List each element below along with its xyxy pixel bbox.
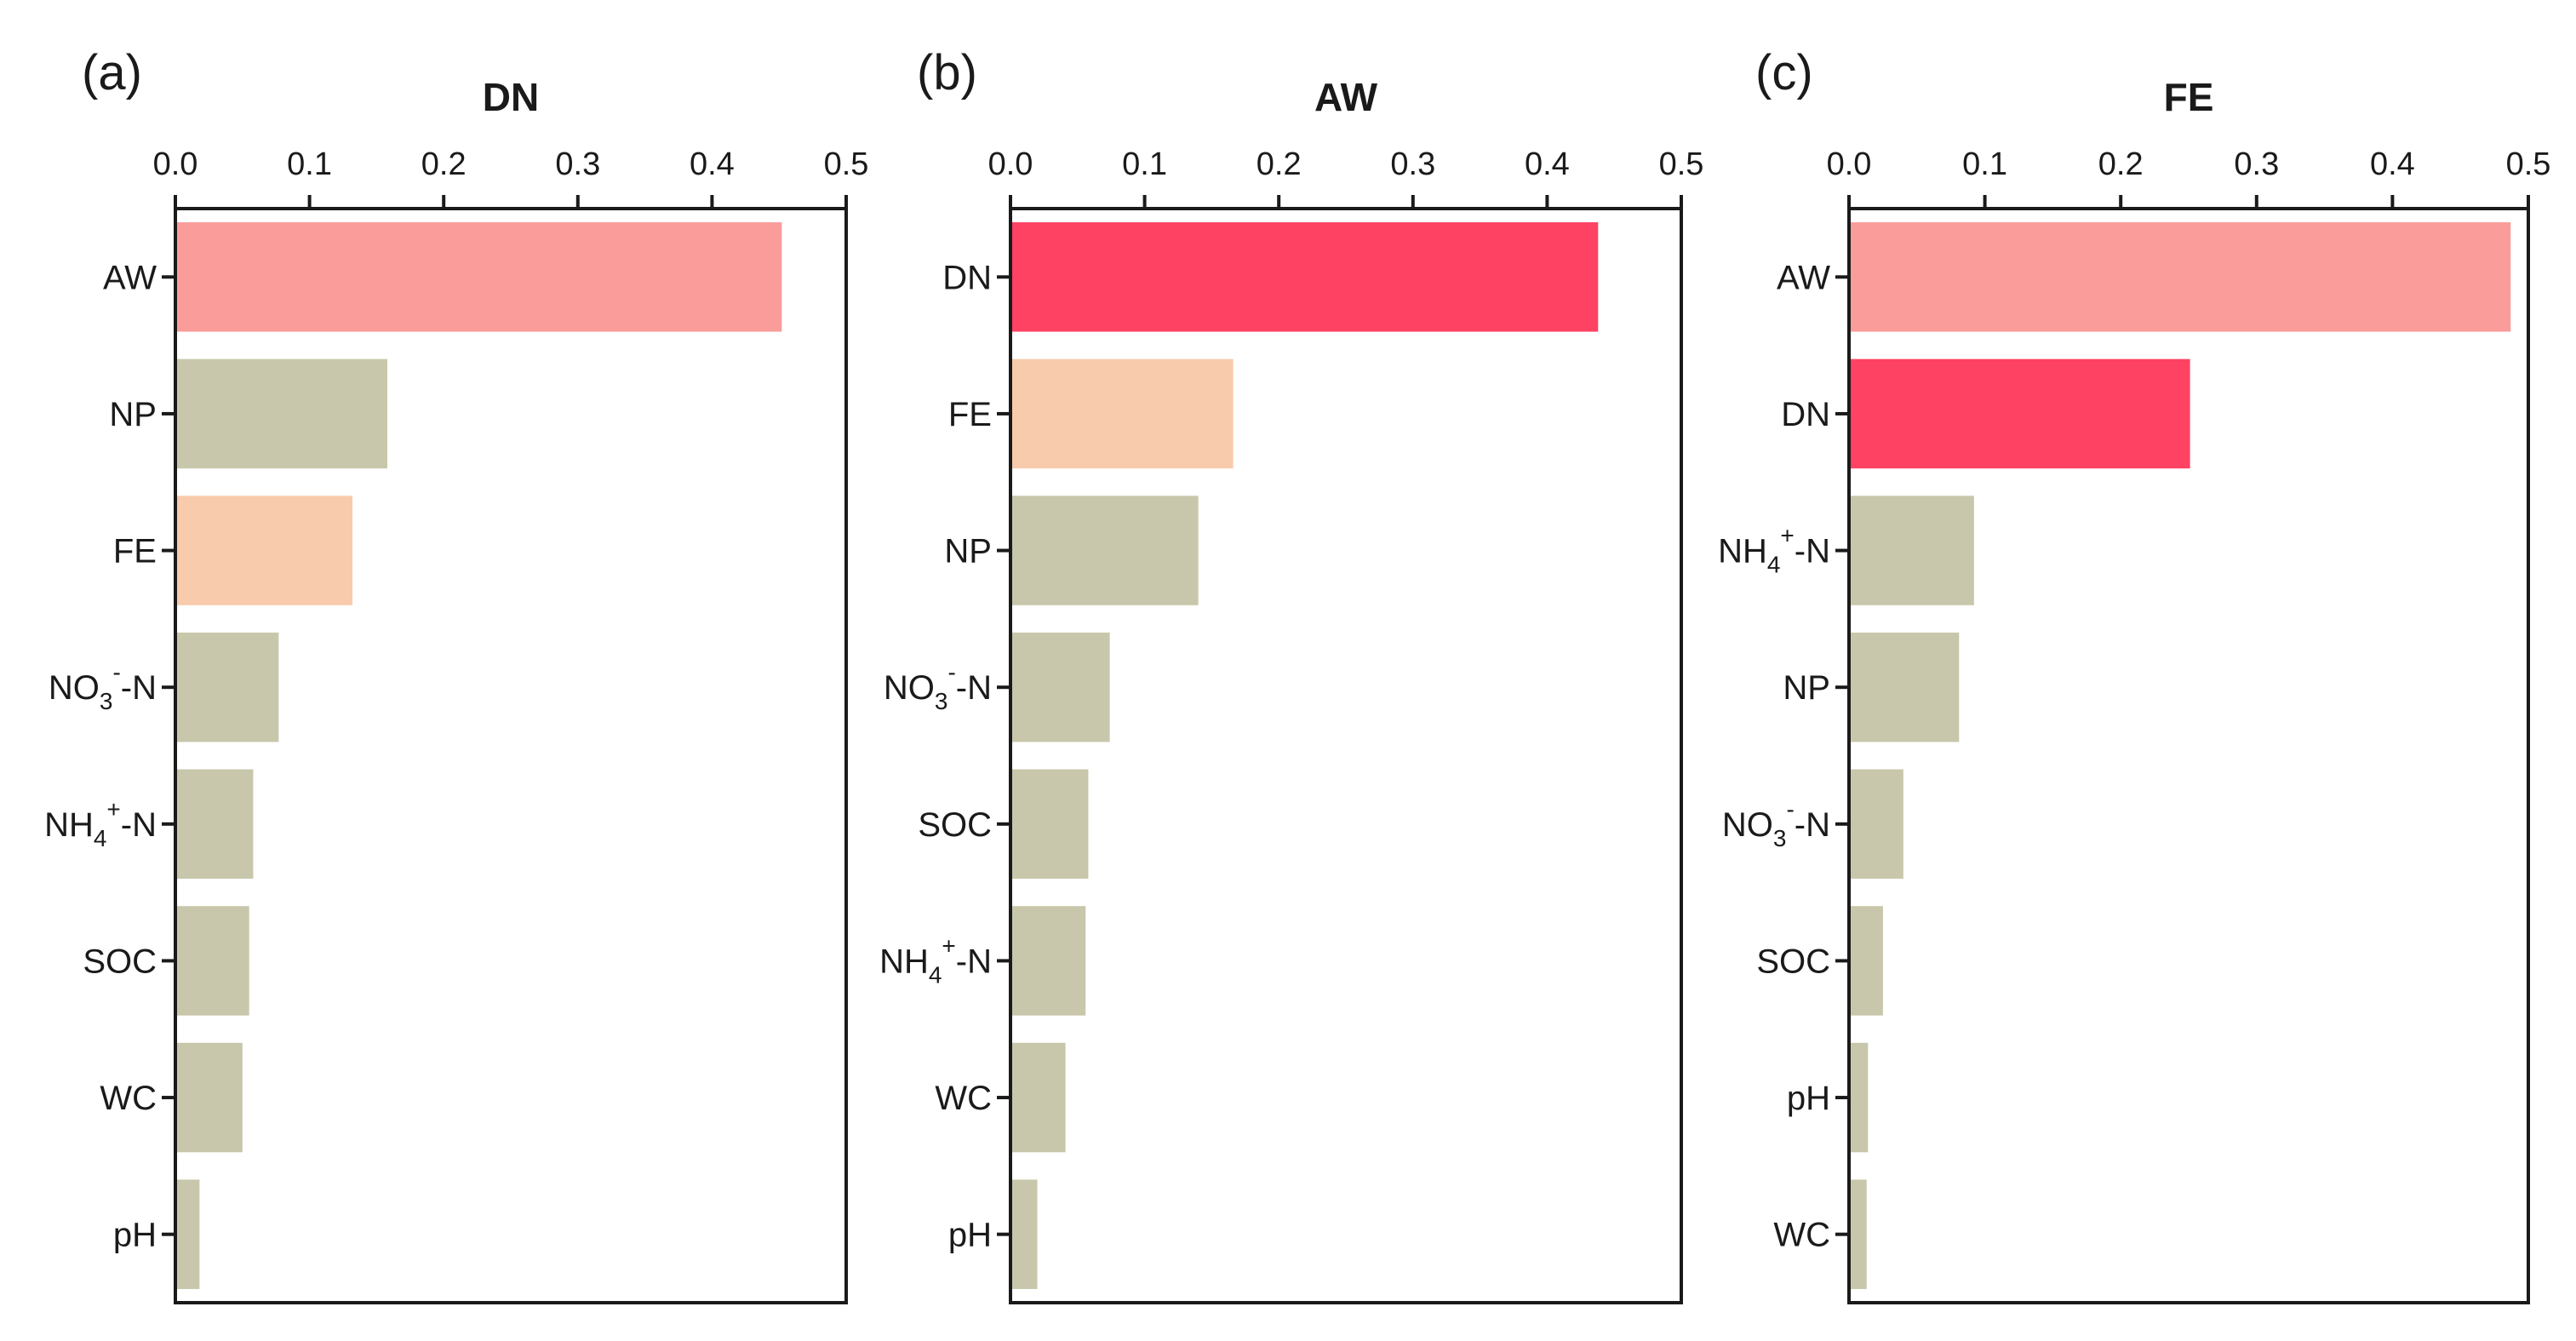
category-label: SOC: [83, 943, 157, 980]
category-label: pH: [113, 1217, 157, 1254]
bar: [1851, 358, 2190, 469]
category-label: pH: [1787, 1080, 1830, 1117]
x-tick-label: 0.1: [287, 146, 332, 182]
x-tick-label: 0.3: [555, 146, 600, 182]
category-label: NP: [1783, 669, 1830, 707]
bar: [1851, 906, 1883, 1016]
category-label: NH4+-N: [879, 932, 992, 988]
chart-panel-2: (b) AW 0.0 0.1 0.2 0.3 0.4 0.5 DN FE NP NO3--N SOC NH…: [879, 45, 1704, 1304]
x-tick-label: 0.1: [1122, 146, 1167, 182]
bar: [177, 358, 388, 469]
x-tick-label: 0.4: [1525, 146, 1570, 182]
x-tick-label: 0.3: [2234, 146, 2279, 182]
category-label: WC: [935, 1080, 992, 1117]
panel-label: (a): [82, 45, 142, 100]
bar: [1851, 769, 1903, 880]
category-label: WC: [1773, 1217, 1830, 1254]
x-tick-label: 0.4: [690, 146, 735, 182]
x-tick-label: 0.2: [421, 146, 467, 182]
bar: [1012, 906, 1086, 1016]
bar: [1012, 769, 1089, 880]
bar: [1012, 632, 1110, 742]
category-label: NP: [109, 396, 157, 433]
category-label: DN: [942, 259, 992, 296]
chart-panel-1: (a) DN 0.0 0.1 0.2 0.3 0.4 0.5 AW NP FE NO3--N NH4+-…: [44, 45, 869, 1304]
x-tick-label: 0.1: [1962, 146, 2007, 182]
category-label: AW: [1777, 259, 1830, 296]
x-tick-label: 0.5: [1659, 146, 1704, 182]
chart-title: AW: [1314, 75, 1378, 119]
bar: [1012, 358, 1234, 469]
bar: [1012, 496, 1199, 605]
bar: [1012, 222, 1599, 332]
bar: [1012, 1042, 1066, 1153]
bar: [177, 906, 249, 1016]
category-label: NO3--N: [1722, 796, 1830, 851]
category-label: SOC: [918, 806, 992, 844]
chart-panel-3: (c) FE 0.0 0.1 0.2 0.3 0.4 0.5 AW DN NH4+-N NP NO3--…: [1718, 45, 2551, 1304]
bar: [1851, 496, 1974, 605]
bar: [177, 1179, 200, 1289]
x-tick-label: 0.5: [2506, 146, 2551, 182]
x-tick-label: 0.0: [1827, 146, 1872, 182]
panel-label: (b): [917, 45, 977, 100]
category-label: NO3--N: [49, 659, 157, 714]
category-label: NO3--N: [884, 659, 992, 714]
bar: [177, 769, 254, 880]
category-label: NH4+-N: [1718, 523, 1830, 578]
panel-label: (c): [1755, 45, 1813, 100]
x-tick-label: 0.0: [988, 146, 1033, 182]
bar: [177, 222, 782, 332]
plot-frame: [1847, 207, 2530, 1304]
bar: [177, 496, 353, 605]
chart-title: FE: [2164, 75, 2214, 119]
category-label: pH: [948, 1217, 992, 1254]
category-label: AW: [103, 259, 157, 296]
bar: [177, 632, 279, 742]
bar: [1851, 632, 1960, 742]
category-label: WC: [100, 1080, 157, 1117]
x-tick-label: 0.0: [153, 146, 198, 182]
x-tick-label: 0.2: [2098, 146, 2144, 182]
category-label: FE: [948, 396, 992, 433]
x-tick-label: 0.2: [1257, 146, 1302, 182]
chart-title: DN: [483, 75, 539, 119]
category-label: SOC: [1756, 943, 1830, 980]
bar: [1851, 222, 2511, 332]
plot-frame: [174, 207, 848, 1304]
bar: [1851, 1042, 1869, 1153]
x-tick-label: 0.4: [2370, 146, 2415, 182]
plot-frame: [1009, 207, 1683, 1304]
bar: [1851, 1179, 1867, 1289]
category-label: NH4+-N: [44, 796, 157, 851]
bar: [177, 1042, 243, 1153]
category-label: NP: [944, 533, 992, 570]
category-label: DN: [1781, 396, 1830, 433]
bar: [1012, 1179, 1038, 1289]
x-tick-label: 0.3: [1390, 146, 1435, 182]
category-label: FE: [113, 533, 157, 570]
x-tick-label: 0.5: [824, 146, 869, 182]
